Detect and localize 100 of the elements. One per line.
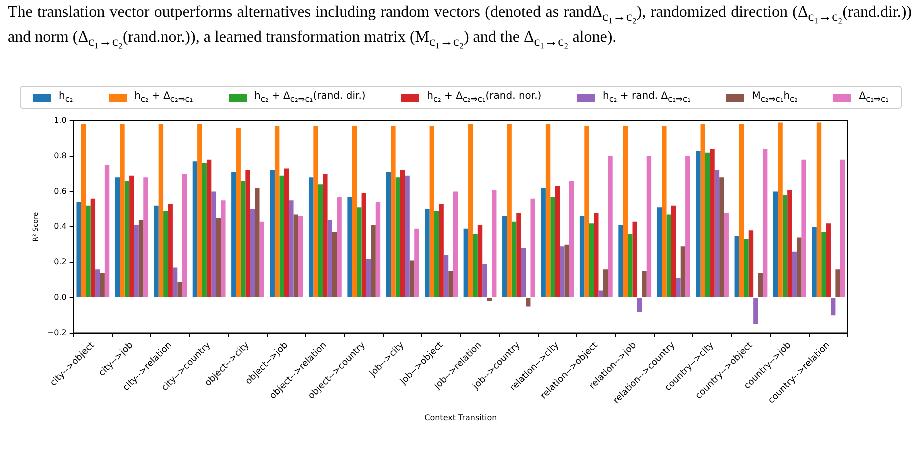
bar (594, 213, 599, 298)
bar (76, 202, 82, 298)
bar (96, 270, 100, 298)
bar (637, 298, 642, 312)
bar (400, 170, 406, 298)
bar (182, 174, 188, 298)
bar (826, 224, 831, 298)
y-tick-label: 0.0 (54, 293, 67, 302)
bar (720, 178, 724, 298)
legend-label: h$_{c₂}$ + Δ$_{c₂⇒c₁}$ (134, 91, 194, 104)
bar (550, 197, 556, 298)
bar (739, 124, 744, 298)
bar (555, 186, 560, 298)
bar (516, 213, 522, 298)
bar (270, 170, 275, 298)
bar (676, 278, 681, 298)
bar (100, 273, 105, 298)
bar (714, 170, 720, 298)
bar (705, 153, 710, 298)
bar (598, 291, 604, 298)
bar (134, 226, 139, 298)
bar (212, 192, 216, 298)
bar (482, 264, 488, 298)
bar (618, 226, 624, 298)
bar (773, 192, 778, 298)
bar (198, 124, 202, 298)
bar (260, 222, 264, 298)
bar (662, 126, 667, 298)
bar (164, 212, 168, 298)
bar (802, 160, 806, 298)
bar (410, 261, 415, 298)
bar (487, 298, 492, 302)
bar (280, 176, 284, 298)
legend-label: h$_{c₂}$ + rand. Δ$_{c₂⇒c₁}$ (602, 91, 691, 104)
bar (564, 245, 570, 298)
bar (812, 228, 817, 298)
bar (124, 182, 130, 298)
bar (232, 172, 236, 298)
bar (623, 126, 628, 298)
bar (405, 176, 410, 298)
bar (274, 126, 280, 298)
bar (154, 206, 159, 298)
bar (796, 238, 802, 298)
y-tick-label: −0.2 (47, 328, 67, 338)
bar (130, 176, 134, 298)
bar (348, 197, 352, 298)
bar (710, 150, 715, 298)
bar (289, 200, 294, 298)
bar (357, 208, 362, 298)
y-tick-label: 0.6 (54, 187, 67, 196)
bar (240, 182, 246, 298)
bar (192, 162, 198, 298)
bar (530, 199, 536, 298)
bar (246, 170, 250, 298)
bar (744, 240, 749, 298)
bar (792, 252, 797, 298)
bar (362, 194, 366, 298)
bar (584, 126, 590, 298)
bar (762, 150, 768, 298)
bar (294, 215, 298, 298)
bar (608, 156, 613, 298)
bar (168, 204, 173, 298)
bar (734, 236, 740, 298)
bar (473, 234, 478, 298)
bar (104, 166, 110, 298)
bar (836, 270, 840, 298)
bar (158, 124, 164, 298)
legend-label: h$_{c₂}$ (59, 91, 74, 104)
bar (580, 216, 585, 298)
y-tick-label: 0.2 (54, 258, 67, 267)
bar (90, 199, 96, 298)
bar (492, 190, 497, 298)
bar (816, 123, 822, 298)
legend-label: h$_{c₂}$ + Δ$_{c₂⇒c₁}$(rand. dir.) (254, 91, 366, 104)
legend-label: M$_{c₂⇒c₁}$h$_{c₂}$ (752, 91, 798, 104)
bar (546, 124, 551, 298)
bar (323, 174, 328, 298)
legend-label: Δ$_{c₂⇒c₁}$ (859, 91, 889, 104)
bar (352, 126, 358, 298)
legend-label: h$_{c₂}$ + Δ$_{c₂⇒c₁}$(rand. nor.) (427, 91, 542, 104)
bar (81, 124, 86, 298)
bar (202, 164, 207, 298)
bar (376, 202, 381, 298)
bar (434, 212, 440, 298)
bar (464, 229, 469, 298)
text: The translation vector outperforms alternatives including random vectors (denoted as randΔ$_{c₁→c₂}$), randomized direction (Δ$_{c₁→c₂}$(rand.dir.)) and norm (Δ$_{c₁→c₂}$(rand.nor.)), a learned transformation matrix (M$_{c₁→c₂}$) and the Δ$_{c₁→c₂}$ alone). (8, 4, 912, 50)
bar (646, 156, 652, 298)
bar (788, 190, 792, 298)
bar (328, 220, 332, 298)
bar (526, 298, 531, 308)
bar (396, 178, 400, 298)
bar (453, 192, 458, 298)
bar (686, 156, 690, 298)
bar (216, 218, 222, 298)
bar (680, 246, 686, 298)
y-tick-label: 0.8 (54, 152, 67, 161)
bar (115, 178, 120, 298)
bar (172, 268, 178, 298)
bar (86, 206, 91, 298)
bar (439, 204, 444, 298)
